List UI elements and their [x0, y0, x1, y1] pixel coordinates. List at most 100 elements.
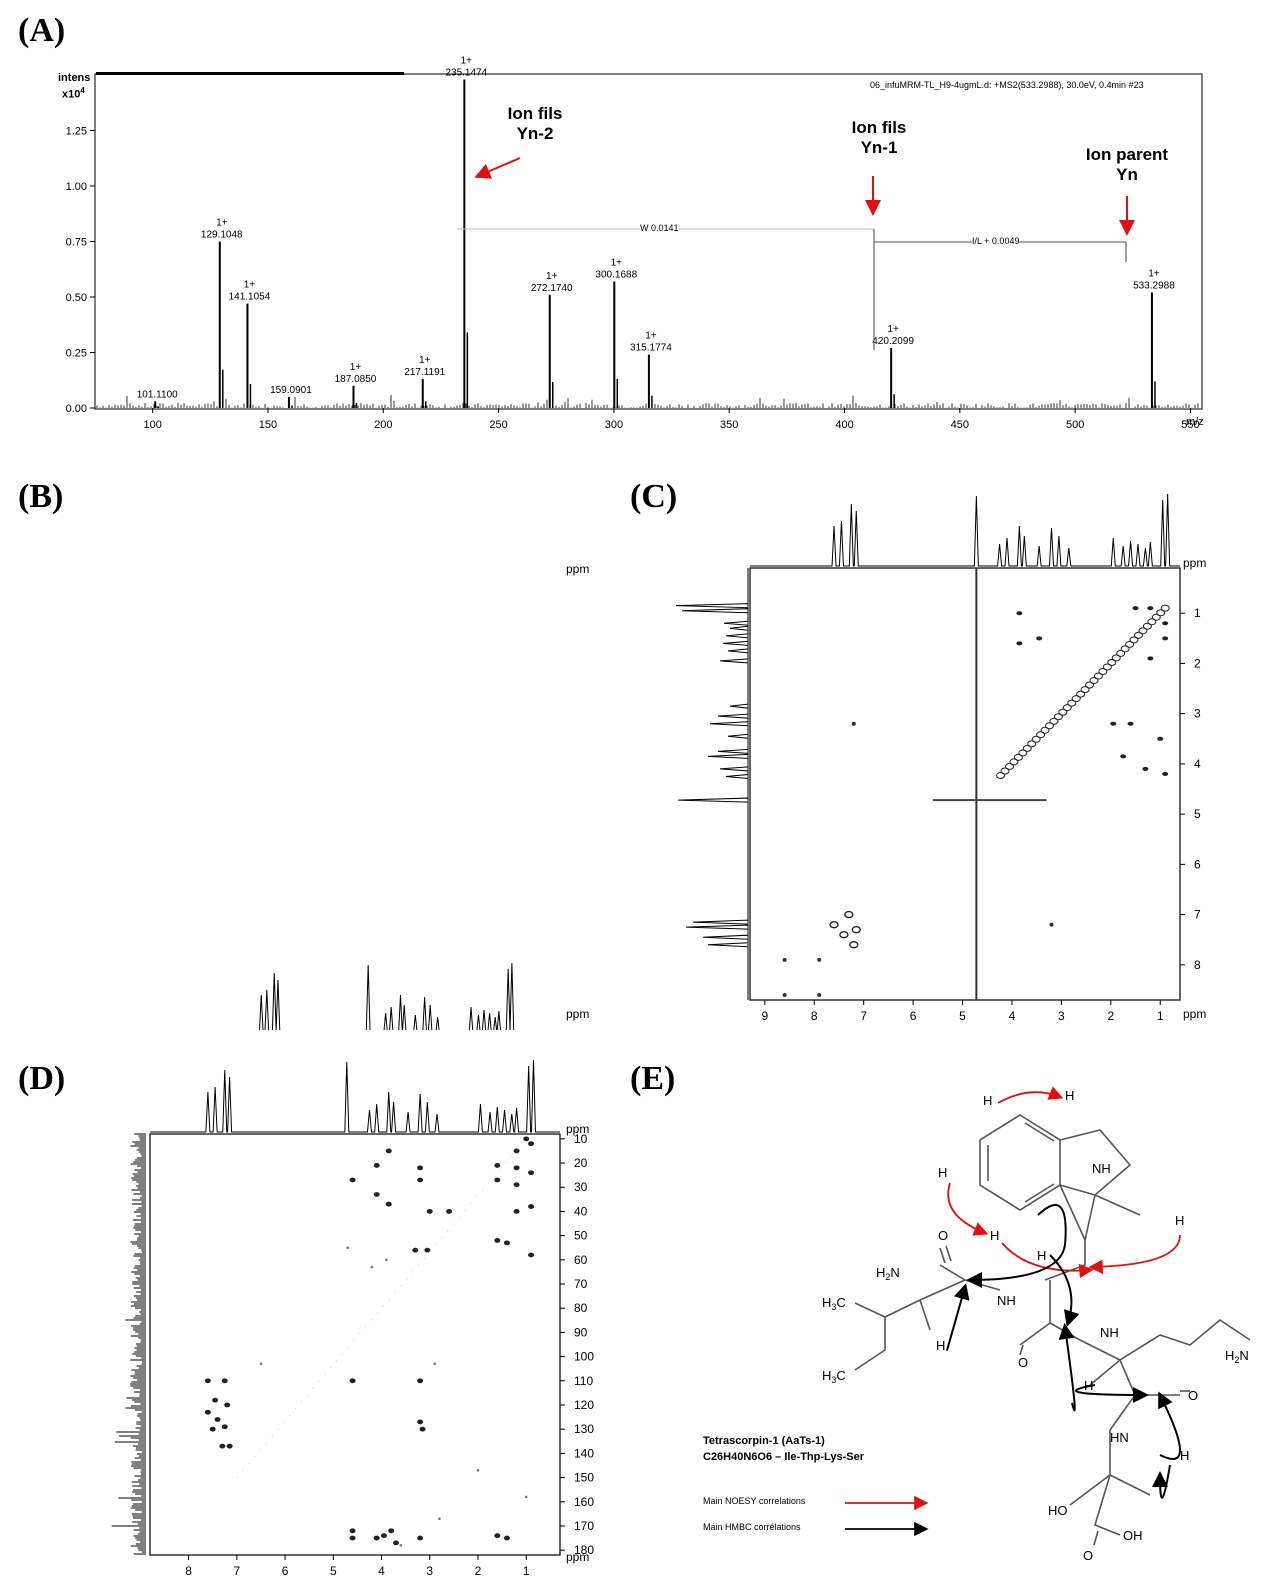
d-x-tick-label: 4: [378, 1564, 385, 1578]
atom-ho: HO: [1048, 1503, 1068, 1518]
c-diagonal-peak: [1093, 672, 1103, 680]
d-correlation-peak: [388, 1528, 395, 1534]
d-correlation-peak: [412, 1247, 419, 1253]
d-correlation-peak: [528, 1204, 535, 1209]
d-correlation-peak: [426, 1209, 433, 1214]
d-correlation-peak: [393, 1540, 399, 1546]
atom-h-left: H: [938, 1165, 947, 1180]
atom-h2n: H2N: [876, 1265, 900, 1282]
c-y-tick-label: 4: [1194, 757, 1201, 771]
nmr-panel-b: 109876543210012345678910: [258, 962, 515, 1030]
d-correlation-peak: [212, 1397, 219, 1403]
c-cross-peak: [1016, 641, 1023, 646]
d-y-tick-label: 160: [574, 1495, 594, 1509]
c-diagonal-peak: [1045, 722, 1055, 730]
ms-peak-label: 533.2988: [1133, 281, 1175, 292]
ms-peak-charge: 1+: [419, 355, 431, 366]
ms-ylabel-scale: x104: [62, 86, 85, 101]
c-cross-peak: [1162, 636, 1169, 641]
d-y-tick-label: 60: [574, 1253, 588, 1267]
d-correlation-peak: [373, 1192, 380, 1197]
legend-hmbc: Main HMBC corrélations: [703, 1522, 801, 1532]
c-x-tick-label: 7: [860, 1009, 867, 1023]
d-correlation-peak: [494, 1533, 501, 1539]
c-diagonal-peak: [1013, 753, 1023, 761]
ppm-unit-b-y: ppm: [566, 562, 590, 576]
d-y-tick-label: 10: [574, 1132, 588, 1146]
c-x-tick-label: 1: [1157, 1009, 1164, 1023]
ms-peak-label: 187.0850: [335, 374, 377, 385]
c-cross-peak: [1016, 611, 1023, 616]
c-y-tick-label: 3: [1194, 707, 1201, 721]
c-x-tick-label: 4: [1009, 1009, 1016, 1023]
d-x-tick-label: 6: [282, 1564, 289, 1578]
c-diagonal-peak: [1111, 654, 1121, 662]
c-cross-peak: [1120, 754, 1127, 759]
c-cross-peak: [1110, 721, 1117, 726]
d-correlation-peak: [219, 1443, 226, 1449]
c-diagonal-peak: [1120, 645, 1130, 653]
c-diagonal-peak: [1098, 667, 1108, 675]
atom-h-ile: H: [936, 1338, 945, 1353]
d-minor-peak: [370, 1265, 374, 1269]
d-y-tick-label: 80: [574, 1301, 588, 1315]
d-correlation-peak: [513, 1209, 520, 1214]
ann-yn1-l2: Yn-1: [860, 138, 898, 157]
c-cross-peak: [1162, 621, 1169, 626]
d-y-tick-label: 180: [574, 1543, 594, 1557]
ppm-unit-d-x: ppm: [566, 1550, 590, 1564]
d-y-tick-label: 130: [574, 1422, 594, 1436]
d-correlation-peak: [417, 1378, 424, 1384]
d-correlation-peak: [221, 1378, 228, 1384]
c-diagonal-peak: [1089, 677, 1099, 685]
d-correlation-peak: [494, 1177, 501, 1183]
ms-xunit: m/z: [1186, 416, 1204, 428]
c-aromatic-peak: [839, 930, 849, 939]
ms-ylabel-exp: 4: [80, 86, 85, 95]
d-projection-left: [111, 1133, 146, 1555]
compound-formula: C26H40N6O6 – Ile-Thp-Lys-Ser: [703, 1451, 864, 1463]
ms-plot: 0.00 0.25 0.50 0.75 1.00 1.25 100 150 200 250 300 3…: [66, 55, 1203, 431]
d-correlation-peak: [513, 1148, 520, 1154]
c-cross-peak: [1162, 771, 1169, 776]
atom-h-ser: H: [1180, 1448, 1189, 1463]
atom-h-top-left: H: [983, 1093, 992, 1108]
c-aromatic-peak: [844, 910, 854, 919]
c-plot-frame: [749, 567, 1181, 1001]
d-y-tick-label: 110: [574, 1374, 593, 1388]
c-diagonal-peak: [1009, 758, 1019, 766]
d-correlation-peak: [417, 1535, 424, 1541]
d-x-tick-label: 3: [426, 1564, 433, 1578]
d-correlation-peak: [204, 1378, 211, 1384]
c-y-tick-label: 2: [1194, 656, 1201, 670]
c-x-tick-label: 6: [910, 1009, 917, 1023]
atom-h-top-right: H: [1065, 1088, 1074, 1103]
c-diagonal-peak: [1031, 735, 1041, 743]
d-y-tick-label: 70: [574, 1277, 588, 1291]
c-diagonal-peak: [1000, 767, 1010, 775]
d-y-tick-label: 100: [574, 1350, 594, 1364]
d-x-tick-label: 2: [475, 1564, 482, 1578]
ms-y-tick-label: 0.00: [66, 403, 87, 415]
ms-peak-label: 272.1740: [531, 283, 573, 294]
c-diagonal-peak: [1133, 631, 1143, 639]
ms-peak-label: 159.0901: [270, 385, 312, 396]
d-correlation-peak: [349, 1528, 356, 1534]
atom-nh-2: NH: [1100, 1325, 1119, 1340]
ms-y-tick-label: 1.25: [66, 126, 87, 138]
ms-x-tick-label: 450: [951, 419, 969, 431]
d-correlation-peak: [446, 1209, 453, 1214]
c-aromatic-peak: [849, 941, 859, 949]
d-x-tick-label: 8: [185, 1564, 192, 1578]
panel-label-a: (A): [18, 12, 66, 49]
ms-peak-charge: 1+: [1148, 269, 1160, 280]
ms-y-tick-label: 0.25: [66, 348, 87, 360]
c-x-tick-label: 9: [761, 1009, 768, 1023]
d-correlation-peak: [204, 1409, 211, 1415]
atom-o-1: O: [938, 1228, 948, 1243]
d-minor-peak: [438, 1517, 441, 1521]
d-correlation-peak: [224, 1402, 231, 1408]
ms-x-tick-label: 200: [374, 419, 392, 431]
d-correlation-peak: [417, 1177, 424, 1183]
c-projection-top: [750, 493, 1180, 567]
